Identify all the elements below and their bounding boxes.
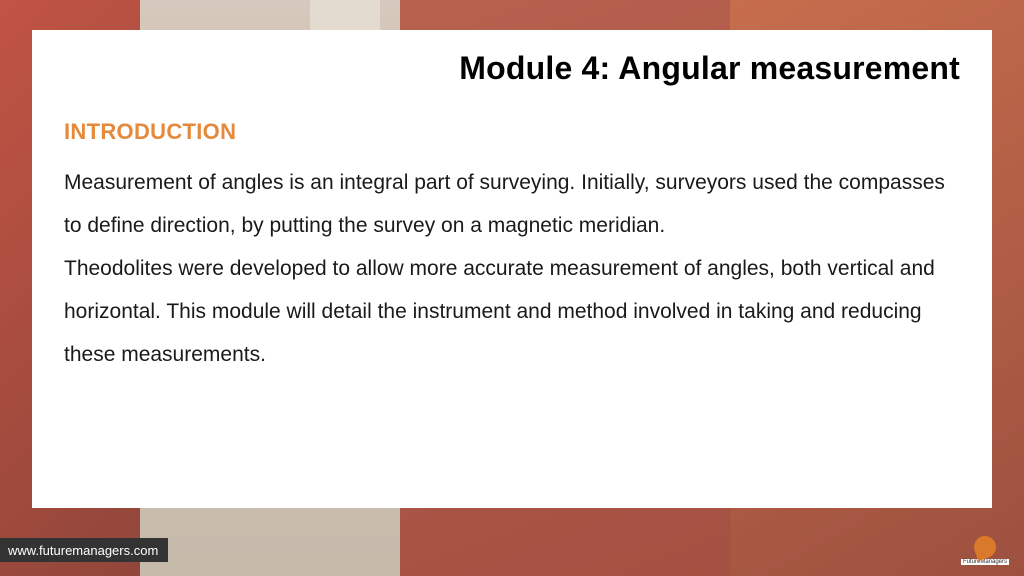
logo-text: FutureManagers [961,559,1009,565]
section-heading: INTRODUCTION [64,119,964,145]
logo-swoosh-icon [971,532,999,560]
footer-url: www.futuremanagers.com [8,543,158,558]
brand-logo: FutureManagers [956,532,1014,568]
page-title: Module 4: Angular measurement [64,50,964,87]
paragraph: Theodolites were developed to allow more… [64,257,935,366]
body-text: Measurement of angles is an integral par… [64,161,964,376]
content-panel: Module 4: Angular measurement INTRODUCTI… [32,30,992,508]
slide: Module 4: Angular measurement INTRODUCTI… [0,0,1024,576]
footer-url-bar: www.futuremanagers.com [0,538,168,562]
paragraph: Measurement of angles is an integral par… [64,171,945,237]
